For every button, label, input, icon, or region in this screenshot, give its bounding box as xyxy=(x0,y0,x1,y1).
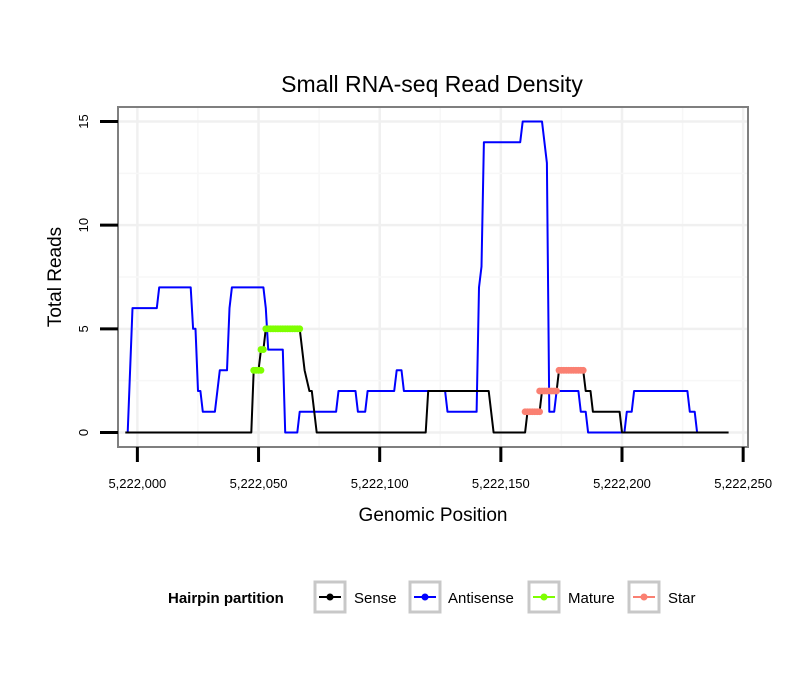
legend-label-mature: Mature xyxy=(568,590,615,607)
legend-label-antisense: Antisense xyxy=(448,590,514,607)
x-tick-label: 5,222,000 xyxy=(108,476,166,491)
legend-item-sense: Sense xyxy=(313,580,397,614)
x-axis-title: Genomic Position xyxy=(359,505,508,526)
x-tick-label: 5,222,050 xyxy=(230,476,288,491)
series-mature-point xyxy=(259,346,267,353)
series-antisense-line xyxy=(126,120,699,434)
legend-item-antisense: Antisense xyxy=(408,580,514,614)
legend-key-sense-point xyxy=(326,593,334,601)
legend-key-star-point xyxy=(640,593,648,601)
x-tick-label: 5,222,150 xyxy=(472,476,530,491)
y-tick-label: 0 xyxy=(76,429,91,436)
y-axis-title: Total Reads xyxy=(45,227,66,327)
y-tick-label: 5 xyxy=(76,325,91,332)
y-tick-label: 15 xyxy=(76,114,91,128)
series-mature-point xyxy=(296,325,304,333)
series-layer xyxy=(125,120,729,434)
legend-label-star: Star xyxy=(668,590,696,607)
series-star-point xyxy=(579,366,587,374)
series-star-point xyxy=(553,387,560,395)
legend-key-mature-point xyxy=(540,593,548,601)
x-tick-label: 5,222,100 xyxy=(351,476,409,491)
y-axis: 0 5 10 15 xyxy=(76,114,118,436)
legend-item-star: Star xyxy=(627,580,696,614)
legend-title: Hairpin partition xyxy=(168,590,284,607)
x-tick-label: 5,222,200 xyxy=(593,476,651,491)
x-tick-label: 5,222,250 xyxy=(714,476,772,491)
series-mature-point xyxy=(257,366,265,374)
series-star-point xyxy=(536,408,544,416)
legend-item-mature: Mature xyxy=(527,580,615,614)
x-axis: 5,222,000 5,222,050 5,222,100 5,222,150 5,22… xyxy=(108,447,772,491)
legend: Hairpin partition Sense Antisense Mature… xyxy=(168,580,696,614)
legend-key-antisense-point xyxy=(421,593,429,601)
legend-label-sense: Sense xyxy=(354,590,397,607)
chart-title: Small RNA-seq Read Density xyxy=(281,71,583,97)
y-tick-label: 10 xyxy=(76,218,91,232)
